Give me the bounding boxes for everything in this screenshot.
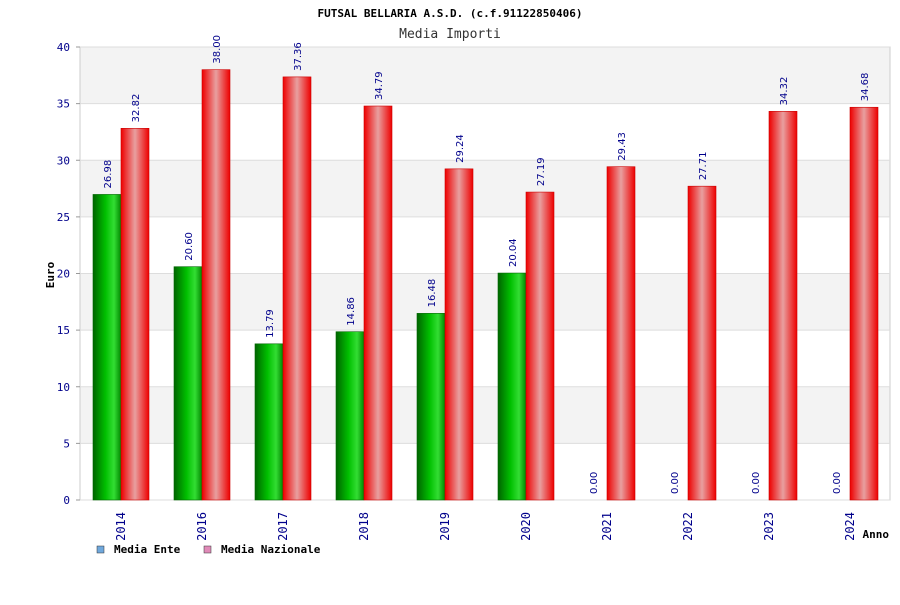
legend-label-media-ente: Media Ente [114,543,181,556]
value-label-media-nazionale-2017: 37.36 [293,42,304,71]
x-tick-label-2024: 2024 [843,512,857,541]
bar-media-ente-2014 [92,194,122,501]
plot-band [80,103,890,161]
value-label-media-ente-2014: 26.98 [103,160,114,189]
y-tick-label: 0 [63,494,70,507]
value-label-media-nazionale-2023: 34.32 [779,77,790,106]
value-label-media-ente-2020: 20.04 [508,238,519,267]
value-label-media-nazionale-2020: 27.19 [536,157,547,186]
y-axis-ticks: 0 5 10 15 20 25 30 35 40 [57,41,80,507]
value-label-media-ente-2022: 0.00 [670,472,681,494]
value-label-media-nazionale-2014: 32.82 [131,94,142,123]
legend-swatch-media-ente [96,545,105,554]
value-label-media-nazionale-2022: 27.71 [698,152,709,181]
bar-media-ente-2019 [416,313,446,501]
y-tick-label: 5 [63,437,70,450]
value-label-media-ente-2017: 13.79 [265,309,276,338]
plot-band [80,216,890,274]
value-label-media-nazionale-2019: 29.24 [455,134,466,163]
y-tick-label: 35 [57,98,70,111]
bar-media-nazionale-2024 [849,106,879,501]
bar-media-ente-2017 [254,343,284,501]
y-tick-label: 15 [57,324,70,337]
legend-swatch-media-nazionale [203,545,212,554]
y-tick-label: 10 [57,381,70,394]
bar-media-nazionale-2020 [525,191,555,501]
y-tick-label: 30 [57,154,70,167]
bar-media-nazionale-2018 [363,105,393,501]
plot-band [80,160,890,217]
x-tick-label-2019: 2019 [438,512,452,541]
chart-subtitle: Media Importi [399,27,501,42]
bars [92,69,879,501]
bar-media-ente-2020 [497,272,527,501]
y-axis-label: Euro [44,261,57,288]
bar-media-ente-2016 [173,266,203,501]
y-tick-label: 40 [57,41,70,54]
bar-media-nazionale-2023 [768,111,798,501]
x-tick-label-2017: 2017 [276,512,290,541]
x-tick-label-2022: 2022 [681,512,695,541]
bar-media-nazionale-2019 [444,168,474,501]
x-axis-ticks: 2014 2016 2017 2018 2019 2020 2021 2022 2023 2024 [114,512,857,541]
x-tick-label-2018: 2018 [357,512,371,541]
plot-band [80,47,890,104]
x-axis-label: Anno [863,528,890,541]
bar-media-nazionale-2016 [201,69,231,501]
value-label-media-nazionale-2024: 34.68 [860,73,871,102]
legend-label-media-nazionale: Media Nazionale [221,543,321,556]
bar-media-nazionale-2022 [687,185,717,501]
x-tick-label-2021: 2021 [600,512,614,541]
value-label-media-ente-2019: 16.48 [427,279,438,308]
bar-media-ente-2018 [335,331,365,501]
chart-title: FUTSAL BELLARIA A.S.D. (c.f.91122850406) [318,7,583,20]
value-label-media-ente-2016: 20.60 [184,232,195,261]
y-tick-label: 20 [57,268,70,281]
value-label-media-nazionale-2021: 29.43 [617,132,628,161]
x-tick-label-2016: 2016 [195,512,209,541]
value-label-media-ente-2024: 0.00 [832,472,843,494]
value-label-media-ente-2018: 14.86 [346,297,357,326]
x-tick-label-2014: 2014 [114,512,128,541]
legend: Media Ente Media Nazionale [96,543,321,556]
x-tick-label-2023: 2023 [762,512,776,541]
value-labels: 26.98 32.82 20.60 38.00 13.79 37.36 14.86 34.79… [103,35,871,494]
bar-media-nazionale-2017 [282,76,312,501]
y-tick-label: 25 [57,211,70,224]
bar-media-nazionale-2021 [606,166,636,501]
value-label-media-nazionale-2016: 38.00 [212,35,223,64]
bar-media-nazionale-2014 [120,128,150,501]
value-label-media-ente-2023: 0.00 [751,472,762,494]
value-label-media-nazionale-2018: 34.79 [374,71,385,100]
x-tick-label-2020: 2020 [519,512,533,541]
value-label-media-ente-2021: 0.00 [589,472,600,494]
